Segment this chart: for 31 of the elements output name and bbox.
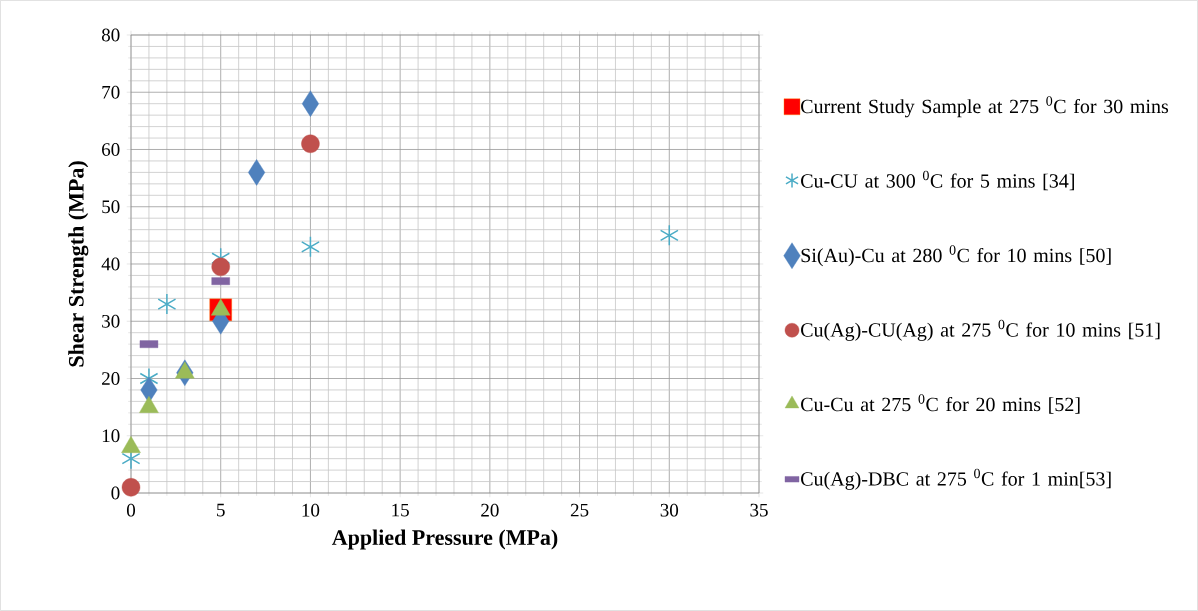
point (211, 257, 230, 277)
x-tick-label: 30 (660, 503, 679, 517)
y-tick-label: 70 (102, 85, 120, 99)
x-axis-title: Applied Pressure (MPa) (331, 529, 558, 550)
y-tick-label: 60 (102, 143, 120, 156)
point (157, 293, 177, 315)
y-tick-label: 30 (102, 314, 120, 328)
y-tick-label: 20 (102, 372, 120, 385)
y-tick-label: 40 (101, 257, 120, 271)
y-tick-label: 10 (102, 429, 120, 443)
x-tick-label: 25 (570, 503, 589, 517)
x-tick-label: 5 (217, 503, 225, 517)
y-tick-label: 50 (102, 200, 120, 214)
point (301, 236, 320, 258)
legend-label: Si(Au)-Cu at 280 $^{0}$C for 10 mins [50] (801, 245, 1111, 267)
legend-label: Current Study Sample at 275 $^{0}$C for 30 mins (801, 96, 1169, 118)
y-axis-title: Shear Strength (MPa) (68, 161, 89, 367)
legend-label: Cu(Ag)-DBC at 275 $^{0}$C for 1 min[53] (801, 468, 1111, 490)
point (301, 134, 320, 153)
x-tick-label: 15 (392, 503, 409, 517)
legend-label: Cu-Cu at 275 $^{0}$C for 20 mins [52] (801, 394, 1080, 414)
legend-label: Cu-CU at 300 $^{0}$C for 5 mins [34] (801, 170, 1074, 191)
x-tick-label: 35 (750, 503, 768, 517)
point (121, 478, 141, 497)
x-tick-label: 10 (302, 503, 320, 517)
y-tick-label: 0 (111, 486, 120, 500)
point (659, 224, 679, 247)
legend-label: Cu(Ag)-CU(Ag) at 275 $^{0}$C for 10 mins [51] (801, 319, 1160, 341)
x-tick-label: 20 (481, 503, 499, 517)
x-tick-label: 0 (126, 503, 136, 517)
y-tick-label: 80 (101, 28, 120, 42)
